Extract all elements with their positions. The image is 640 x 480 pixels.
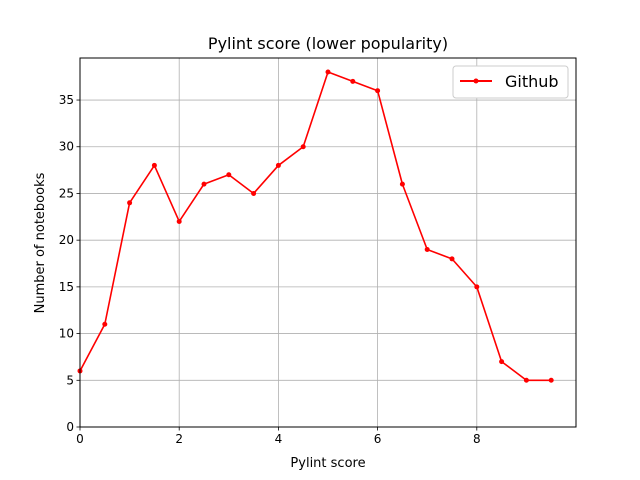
y-tick-label: 5 bbox=[66, 373, 74, 387]
data-point bbox=[548, 377, 554, 383]
series-line-0 bbox=[79, 71, 552, 382]
data-point bbox=[151, 162, 157, 168]
data-point bbox=[226, 172, 232, 178]
x-tick-label: 8 bbox=[473, 432, 481, 446]
data-point bbox=[399, 181, 405, 187]
legend-marker-github bbox=[473, 78, 479, 84]
x-tick-label: 4 bbox=[275, 432, 283, 446]
y-tick-label: 0 bbox=[66, 420, 74, 434]
data-point bbox=[449, 256, 455, 262]
data-point bbox=[251, 190, 257, 196]
x-tick-label: 2 bbox=[175, 432, 183, 446]
y-tick-label: 10 bbox=[59, 327, 74, 341]
data-point bbox=[201, 181, 207, 187]
y-tick-label: 15 bbox=[59, 280, 74, 294]
data-point bbox=[176, 218, 182, 224]
y-tick-label: 30 bbox=[59, 140, 74, 154]
data-point bbox=[127, 200, 133, 206]
y-axis-label: Number of notebooks bbox=[33, 172, 48, 313]
plot-frame bbox=[79, 57, 577, 428]
data-point bbox=[474, 284, 480, 290]
data-point bbox=[350, 78, 356, 84]
chart-title: Pylint score (lower popularity) bbox=[208, 34, 448, 53]
x-axis-label: Pylint score bbox=[290, 456, 365, 471]
legend-label-github: Github bbox=[505, 72, 559, 91]
data-point bbox=[325, 69, 331, 75]
series-layer bbox=[77, 69, 554, 383]
grid-lines bbox=[79, 58, 576, 428]
data-point bbox=[300, 144, 306, 150]
data-point bbox=[499, 359, 505, 365]
data-point bbox=[275, 162, 281, 168]
axis-ticks: 0 2 4 6 8 0 5 10 15 20 25 30 35 bbox=[59, 93, 481, 446]
legend: Github bbox=[452, 65, 569, 99]
data-point bbox=[523, 377, 529, 383]
x-tick-label: 0 bbox=[76, 432, 84, 446]
y-tick-label: 25 bbox=[59, 186, 74, 200]
legend-box bbox=[452, 65, 569, 99]
data-point bbox=[102, 321, 108, 327]
y-tick-label: 20 bbox=[59, 233, 74, 247]
data-point bbox=[375, 88, 381, 94]
data-point bbox=[424, 247, 430, 253]
x-tick-label: 6 bbox=[374, 432, 382, 446]
y-tick-label: 35 bbox=[59, 93, 74, 107]
